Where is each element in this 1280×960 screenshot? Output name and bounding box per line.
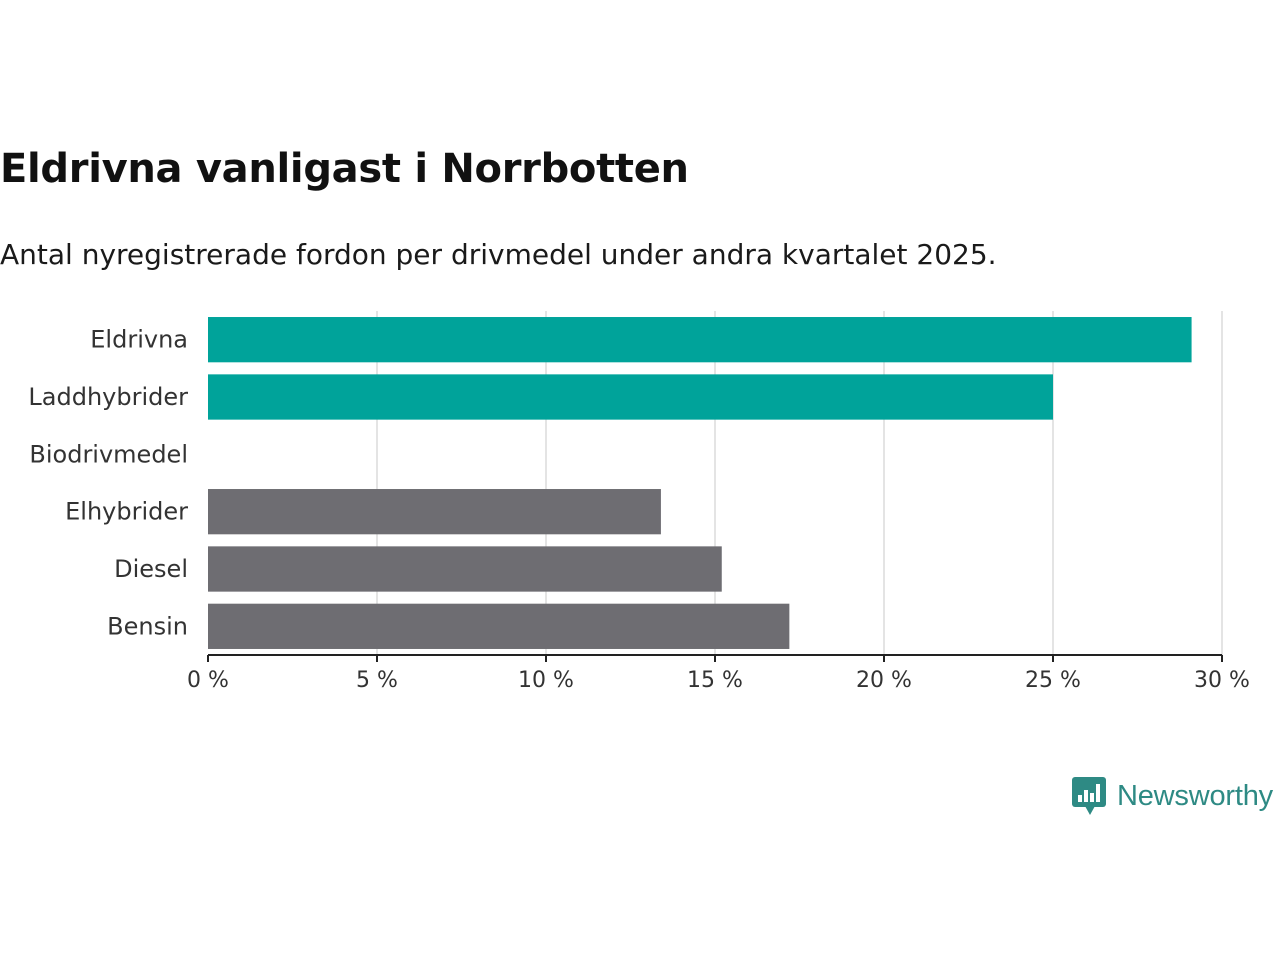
category-label: Bensin xyxy=(107,612,188,640)
bar-laddhybrider xyxy=(208,374,1053,420)
brand-logo: Newsworthy xyxy=(1072,774,1273,818)
category-label: Laddhybrider xyxy=(28,383,188,411)
x-axis: 0 % 5 % 10 % 15 % 20 % 25 % 30 % xyxy=(187,654,1250,693)
category-label: Elhybrider xyxy=(65,498,188,526)
x-tick-label: 5 % xyxy=(356,668,398,693)
bars xyxy=(208,317,1192,649)
category-label: Diesel xyxy=(114,555,188,583)
bar-diesel xyxy=(208,546,722,592)
bar-eldrivna xyxy=(208,317,1192,363)
x-tick-label: 15 % xyxy=(687,668,743,693)
newsworthy-logo-icon xyxy=(1072,777,1106,815)
x-tick-label: 25 % xyxy=(1025,668,1081,693)
chart-title: Eldrivna vanligast i Norrbotten xyxy=(0,146,689,192)
brand-name: Newsworthy xyxy=(1117,779,1273,812)
x-tick-label: 30 % xyxy=(1194,668,1250,693)
bar-elhybrider xyxy=(208,489,661,535)
category-labels: Eldrivna Laddhybrider Biodrivmedel Elhybrid… xyxy=(28,326,188,641)
chart-subtitle: Antal nyregistrerade fordon per drivmede… xyxy=(0,238,997,271)
x-tick-label: 20 % xyxy=(856,668,912,693)
x-tick-label: 0 % xyxy=(187,668,229,693)
bar-bensin xyxy=(208,603,790,649)
gridlines xyxy=(376,311,1223,655)
category-label: Eldrivna xyxy=(90,326,188,354)
x-tick-label: 10 % xyxy=(518,668,574,693)
category-label: Biodrivmedel xyxy=(29,440,188,468)
